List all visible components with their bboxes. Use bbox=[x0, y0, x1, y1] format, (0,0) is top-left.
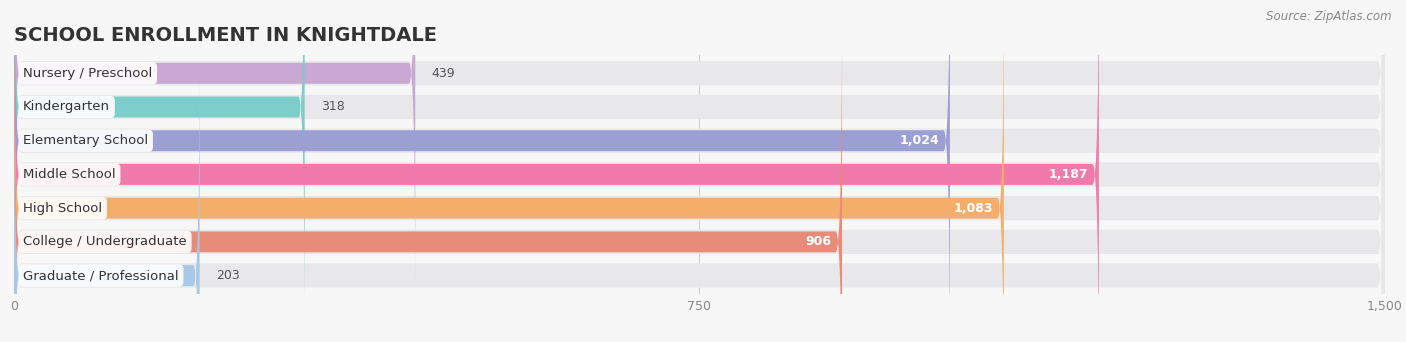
Text: Graduate / Professional: Graduate / Professional bbox=[22, 269, 179, 282]
FancyBboxPatch shape bbox=[14, 0, 1385, 342]
FancyBboxPatch shape bbox=[14, 0, 1385, 331]
FancyBboxPatch shape bbox=[14, 0, 950, 342]
Text: Source: ZipAtlas.com: Source: ZipAtlas.com bbox=[1267, 10, 1392, 23]
Text: 1,083: 1,083 bbox=[953, 202, 993, 215]
Text: 1,187: 1,187 bbox=[1049, 168, 1088, 181]
FancyBboxPatch shape bbox=[14, 18, 1385, 342]
Text: High School: High School bbox=[22, 202, 103, 215]
FancyBboxPatch shape bbox=[14, 16, 842, 342]
FancyBboxPatch shape bbox=[14, 0, 1385, 342]
Text: Nursery / Preschool: Nursery / Preschool bbox=[22, 67, 152, 80]
FancyBboxPatch shape bbox=[14, 0, 1004, 342]
Text: Kindergarten: Kindergarten bbox=[22, 101, 110, 114]
Text: 439: 439 bbox=[432, 67, 456, 80]
FancyBboxPatch shape bbox=[14, 0, 1099, 342]
Text: 906: 906 bbox=[806, 235, 831, 248]
FancyBboxPatch shape bbox=[14, 0, 1385, 342]
Text: 203: 203 bbox=[217, 269, 240, 282]
FancyBboxPatch shape bbox=[14, 0, 415, 299]
Text: 318: 318 bbox=[321, 101, 344, 114]
Text: College / Undergraduate: College / Undergraduate bbox=[22, 235, 187, 248]
Text: Elementary School: Elementary School bbox=[22, 134, 148, 147]
Text: SCHOOL ENROLLMENT IN KNIGHTDALE: SCHOOL ENROLLMENT IN KNIGHTDALE bbox=[14, 26, 437, 45]
FancyBboxPatch shape bbox=[14, 0, 1385, 342]
FancyBboxPatch shape bbox=[14, 0, 1385, 342]
FancyBboxPatch shape bbox=[14, 0, 305, 332]
Text: 1,024: 1,024 bbox=[900, 134, 939, 147]
Text: Middle School: Middle School bbox=[22, 168, 115, 181]
FancyBboxPatch shape bbox=[14, 50, 200, 342]
